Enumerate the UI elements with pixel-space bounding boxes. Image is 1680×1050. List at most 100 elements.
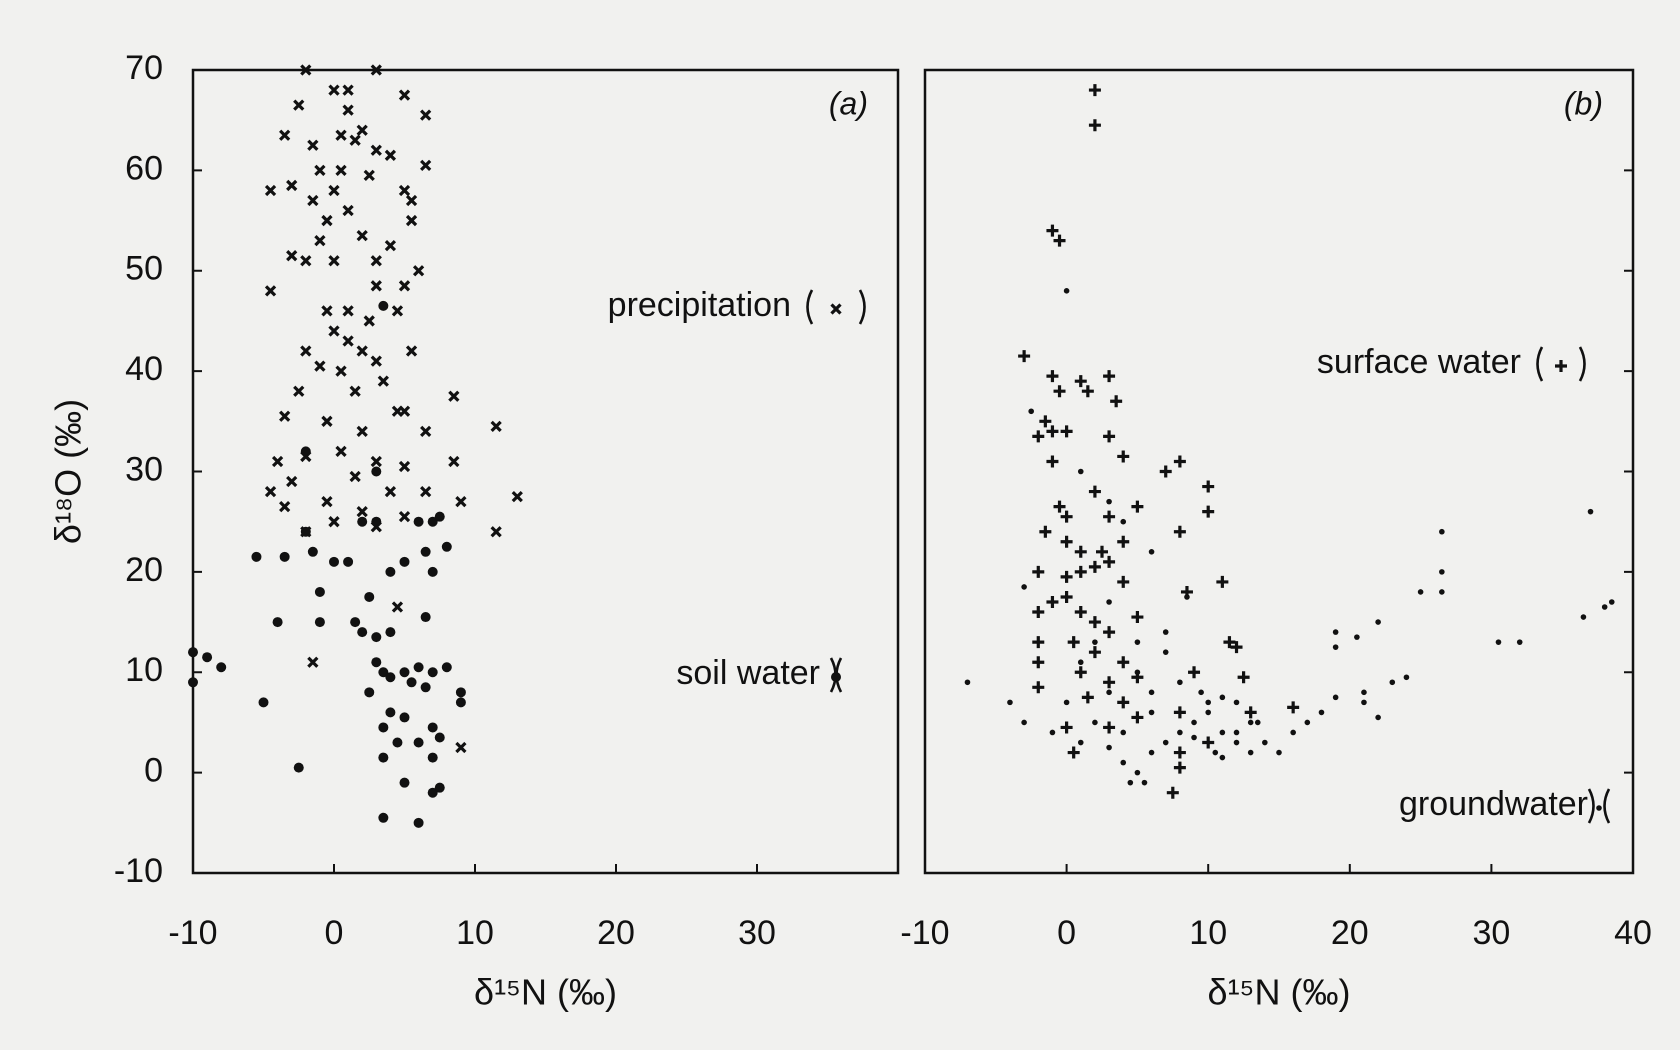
data-point: [384, 240, 397, 252]
data-point: [1131, 500, 1144, 513]
legend-paren: [1587, 788, 1595, 824]
data-point: [279, 410, 291, 422]
data-point: [1106, 498, 1112, 505]
data-point: [1074, 565, 1087, 578]
data-point: [321, 495, 333, 508]
data-point: [1237, 671, 1250, 684]
data-point: [370, 144, 382, 156]
data-point: [398, 184, 411, 197]
data-point: [1046, 224, 1059, 237]
data-point: [1233, 729, 1240, 736]
data-point: [1198, 689, 1204, 696]
data-point: [391, 601, 404, 613]
data-point: [1205, 709, 1211, 716]
data-point: [371, 632, 382, 643]
data-point: [293, 99, 305, 111]
data-point: [1032, 430, 1045, 443]
data-point: [300, 526, 311, 537]
data-point: [377, 375, 389, 387]
data-point: [1103, 555, 1116, 568]
data-point: [335, 129, 347, 141]
data-point: [1074, 545, 1087, 558]
data-point: [1219, 694, 1226, 701]
data-point: [188, 677, 198, 688]
data-point: [1077, 739, 1084, 746]
data-point: [1092, 639, 1098, 645]
data-point: [300, 64, 312, 76]
data-point: [427, 787, 438, 798]
data-point: [1063, 699, 1070, 706]
data-point: [392, 737, 403, 748]
data-point: [378, 300, 389, 311]
data-point: [1287, 701, 1300, 714]
data-point: [1088, 646, 1101, 659]
x-tick-label: 20: [597, 914, 635, 952]
data-point: [1159, 465, 1172, 478]
data-point: [398, 511, 411, 523]
data-point: [293, 385, 305, 397]
data-point: [399, 556, 410, 567]
data-point: [1173, 455, 1186, 468]
y-tick-label: 60: [125, 149, 163, 187]
legend-paren: [1578, 346, 1586, 382]
data-point: [1060, 510, 1073, 523]
data-point: [1580, 614, 1587, 620]
data-point: [357, 627, 368, 638]
data-point: [1096, 545, 1108, 558]
x-tick-label: 40: [1614, 914, 1652, 952]
data-point: [1053, 500, 1066, 513]
data-point: [286, 475, 298, 488]
x-tick-label: 0: [1057, 914, 1076, 952]
data-point: [1361, 689, 1367, 696]
data-point: [1166, 786, 1179, 799]
data-point: [272, 617, 283, 628]
data-point: [335, 365, 347, 377]
y-tick-label: 0: [144, 752, 163, 790]
data-point: [1495, 639, 1502, 645]
data-point: [1162, 629, 1169, 635]
data-point: [1106, 744, 1112, 751]
data-point: [286, 250, 298, 262]
data-point: [1088, 485, 1101, 498]
data-point: [511, 490, 523, 503]
data-point: [1060, 535, 1073, 548]
data-point: [1403, 674, 1410, 681]
y-tick-label: 30: [125, 450, 163, 488]
data-point: [1191, 719, 1197, 726]
data-point: [427, 516, 438, 527]
data-point: [391, 405, 404, 417]
data-point: [385, 627, 396, 638]
data-point: [1046, 595, 1059, 608]
data-point: [1177, 679, 1183, 686]
data-point: [1191, 734, 1197, 741]
data-point: [286, 179, 298, 192]
data-point: [490, 420, 502, 432]
data-point: [1088, 119, 1101, 132]
data-point: [307, 194, 319, 207]
data-point: [1389, 679, 1396, 686]
data-point: [1134, 669, 1141, 676]
data-point: [1216, 575, 1229, 588]
data-point: [1375, 714, 1381, 721]
data-point: [420, 425, 432, 437]
data-point: [1148, 689, 1155, 696]
data-point: [370, 455, 382, 468]
data-point: [371, 516, 382, 527]
legend-paren: [1603, 788, 1611, 824]
x-axis-label: δ¹⁵N (‰): [474, 972, 617, 1013]
legend-label: soil water: [676, 654, 820, 692]
data-point: [1088, 560, 1101, 573]
data-point: [1032, 656, 1045, 669]
data-point: [420, 485, 432, 498]
data-point: [1202, 505, 1215, 518]
data-point: [356, 124, 368, 136]
data-point: [1177, 729, 1183, 736]
data-point: [1219, 754, 1226, 761]
data-point: [1354, 634, 1360, 640]
data-point: [1290, 729, 1296, 736]
y-tick-label: 70: [125, 49, 163, 87]
data-point: [1318, 709, 1325, 716]
data-point: [1117, 575, 1130, 588]
data-point: [413, 817, 424, 828]
data-point: [384, 149, 397, 161]
